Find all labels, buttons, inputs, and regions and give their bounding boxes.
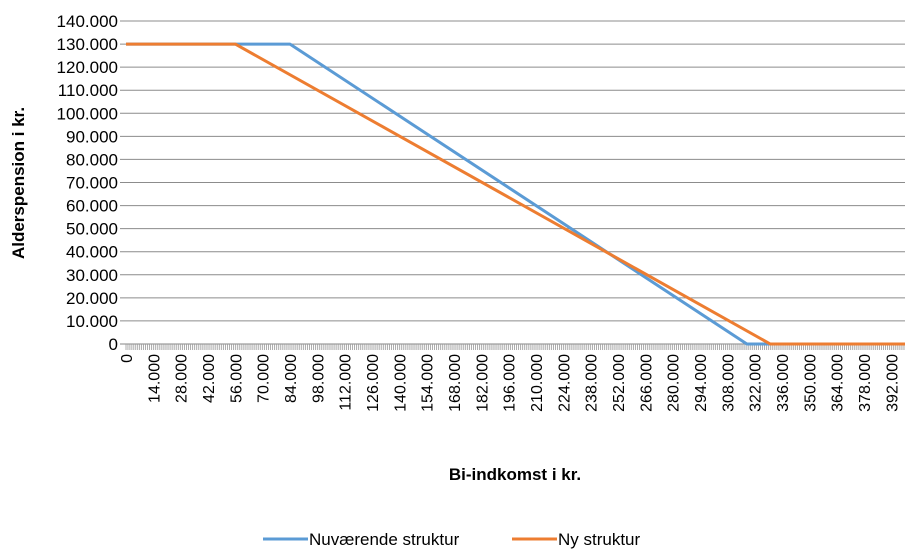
x-tick-label: 112.000 xyxy=(338,354,355,411)
x-tick-label: 84.000 xyxy=(283,354,300,403)
x-tick-label: 266.000 xyxy=(638,354,655,412)
x-tick-label: 168.000 xyxy=(447,354,464,412)
y-tick-label: 20.000 xyxy=(66,289,118,308)
x-tick-label: 238.000 xyxy=(584,354,601,412)
y-tick-label: 90.000 xyxy=(66,127,118,146)
x-tick-label: 364.000 xyxy=(830,354,847,412)
x-tick-label: 308.000 xyxy=(720,354,737,412)
y-tick-label: 40.000 xyxy=(66,243,118,262)
x-tick-labels: 0 14.000 28.000 42.000 56.000 70.000 84.000 98.… xyxy=(119,354,901,412)
y-tick-label: 70.000 xyxy=(66,174,118,193)
y-tick-label: 0 xyxy=(109,335,118,354)
y-tick-label: 140.000 xyxy=(57,12,118,31)
x-tick-label: 322.000 xyxy=(748,354,765,412)
x-tick-label: 378.000 xyxy=(857,354,874,412)
legend-label: Ny struktur xyxy=(558,530,641,549)
x-tick-label: 224.000 xyxy=(556,354,573,412)
x-tick-label: 98.000 xyxy=(310,354,327,403)
x-tick-label: 70.000 xyxy=(256,354,273,403)
series-lines xyxy=(126,42,905,346)
x-tick-label: 28.000 xyxy=(174,354,191,403)
x-tick-label: 392.000 xyxy=(884,354,901,412)
y-tick-label: 120.000 xyxy=(57,58,118,77)
gridlines xyxy=(120,20,905,345)
x-tick-label: 182.000 xyxy=(474,354,491,412)
x-tick-label: 14.000 xyxy=(146,354,163,403)
x-tick-label: 210.000 xyxy=(529,354,546,412)
x-tick-label: 0 xyxy=(119,354,136,363)
y-axis-title: Alderspension i kr. xyxy=(9,107,28,259)
x-tick-label: 140.000 xyxy=(392,354,409,412)
legend-label: Nuværende struktur xyxy=(309,530,460,549)
x-axis-title: Bi-indkomst i kr. xyxy=(449,465,581,484)
y-tick-label: 50.000 xyxy=(66,220,118,239)
x-tick-label: 336.000 xyxy=(775,354,792,412)
y-tick-label: 30.000 xyxy=(66,266,118,285)
y-tick-label: 130.000 xyxy=(57,35,118,54)
x-tick-label: 294.000 xyxy=(693,354,710,412)
x-tick-label: 252.000 xyxy=(611,354,628,412)
y-tick-labels: 0 10.000 20.000 30.000 40.000 50.000 60.000 70.… xyxy=(57,12,118,354)
y-tick-label: 100.000 xyxy=(57,104,118,123)
x-axis-minor-ticks xyxy=(125,344,905,350)
series-line xyxy=(126,42,905,346)
series-line xyxy=(126,42,905,346)
x-minor-ticks xyxy=(125,344,905,350)
x-tick-label: 280.000 xyxy=(666,354,683,412)
legend: Nuværende struktur Ny struktur xyxy=(263,530,641,549)
x-tick-label: 126.000 xyxy=(365,354,382,412)
y-tick-label: 10.000 xyxy=(66,312,118,331)
x-tick-label: 196.000 xyxy=(502,354,519,412)
y-tick-label: 60.000 xyxy=(66,197,118,216)
x-tick-label: 56.000 xyxy=(228,354,245,403)
y-tick-label: 110.000 xyxy=(58,81,118,100)
x-tick-label: 350.000 xyxy=(802,354,819,412)
y-tick-label: 80.000 xyxy=(66,150,118,169)
x-tick-label: 154.000 xyxy=(420,354,437,412)
x-tick-label: 42.000 xyxy=(201,354,218,403)
